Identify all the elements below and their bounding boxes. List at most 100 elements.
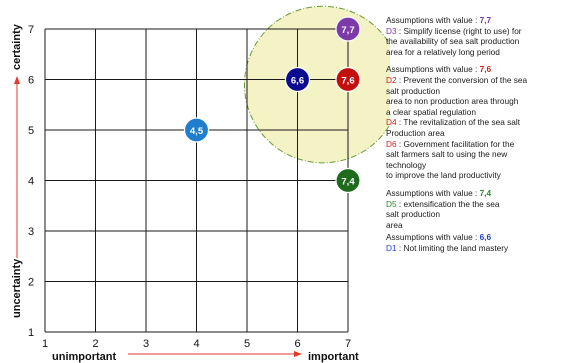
y-axis-label-top: certainty <box>11 23 23 70</box>
legend-heading-value: 6,6 <box>479 232 492 243</box>
legend-heading: Assumptions with value : 7,7 <box>386 15 561 26</box>
legend-block-7-6: Assumptions with value : 7,6 D2 : Preven… <box>386 64 561 181</box>
data-point: 7,4 <box>335 167 361 194</box>
legend-heading-text: Assumptions with value : <box>386 15 480 25</box>
legend-item-line: a clear spatial regulation <box>386 107 561 118</box>
highlight-circle <box>243 5 390 164</box>
highlight-region <box>243 5 390 164</box>
legend-heading-value: 7,4 <box>479 187 492 198</box>
legend-heading: Assumptions with value : 7,4 <box>386 188 561 199</box>
y-tick-label: 3 <box>28 226 34 238</box>
legend-heading-text: Assumptions with value : <box>386 64 480 75</box>
x-tick-label: 2 <box>92 338 98 350</box>
legend-block-7-4: Assumptions with value : 7,4 D5 : extens… <box>386 188 561 230</box>
x-tick-label: 7 <box>345 338 351 350</box>
data-point-label: 4,5 <box>190 126 204 137</box>
assumption-text: area to non production area through <box>386 96 519 107</box>
assumption-text: the availability of sea salt production <box>386 36 520 47</box>
y-tick-label: 1 <box>28 327 34 339</box>
data-point-label: 7,7 <box>341 25 354 36</box>
legend-item-line: D4 : The revitalization of the sea salt <box>386 117 561 128</box>
x-tick-label: 3 <box>143 338 149 350</box>
data-point-label: 6,6 <box>291 76 304 87</box>
y-axis-arrowhead <box>14 76 20 84</box>
legend-heading: Assumptions with value : 6,6 <box>386 232 561 243</box>
assumption-text: : The revitalization of the sea salt <box>396 117 521 128</box>
legend-block-6-6: Assumptions with value : 6,6 D1 : Not li… <box>386 232 561 253</box>
legend-item-line: area <box>386 220 561 231</box>
legend-items: D3 : Simplify license (right to use) for… <box>386 26 561 58</box>
y-axis-label-bottom: uncertainty <box>11 258 23 318</box>
x-axis-label-right: important <box>308 351 359 363</box>
x-axis-label-left: unimportant <box>52 351 116 363</box>
tick-labels: 1 2 3 4 5 6 7 1 2 3 4 5 6 7 <box>28 24 351 350</box>
assumption-code: D1 <box>386 242 397 253</box>
data-point: 7,6 <box>335 66 361 93</box>
legend-heading-text: Assumptions with value : <box>386 187 480 198</box>
y-tick-label: 7 <box>28 24 34 36</box>
data-point-marker <box>335 66 361 93</box>
data-point-marker <box>183 117 210 143</box>
legend-items: D5 : extensification the the sea salt pr… <box>386 199 561 231</box>
legend-item-line: D3 : Simplify license (right to use) for <box>386 26 561 37</box>
legend-item-line: to improve the land productivity <box>386 170 561 181</box>
assumption-text: salt production <box>386 85 440 96</box>
legend-heading-value: 7,7 <box>479 15 492 25</box>
data-point-marker <box>335 167 361 194</box>
x-tick-label: 1 <box>42 338 48 350</box>
legend-item-line: technology <box>386 160 561 171</box>
legend-item-line: Production area <box>386 128 561 139</box>
data-point: 4,5 <box>183 117 210 143</box>
legend-item-line: salt farmers salt to using the new <box>386 149 561 160</box>
assumption-text: area for a relatively long period <box>386 46 500 57</box>
assumption-text: area <box>386 219 403 230</box>
assumption-text: a clear spatial regulation <box>386 106 476 117</box>
data-points: 7,7 6,6 7,6 4,5 7,4 <box>183 16 361 194</box>
data-point-marker <box>284 66 311 93</box>
data-point-marker <box>335 16 361 42</box>
assumptions-legend: Assumptions with value : 7,7 D3 : Simpli… <box>386 15 561 260</box>
assumption-text: : Simplify license (right to use) for <box>396 25 522 36</box>
x-tick-label: 5 <box>244 338 250 350</box>
assumption-text: salt production <box>386 209 440 220</box>
legend-item-line: area to non production area through <box>386 96 561 107</box>
assumption-text: Production area <box>386 127 445 138</box>
legend-item-line: D1 : Not limiting the land mastery <box>386 243 561 254</box>
legend-item-line: area for a relatively long period <box>386 47 561 58</box>
assumption-text: : Government facilitation for the <box>396 138 515 149</box>
legend-heading-value: 7,6 <box>479 64 492 75</box>
assumption-code: D4 <box>386 117 397 128</box>
assumption-text: : Not limiting the land mastery <box>396 242 509 253</box>
y-tick-label: 6 <box>28 75 34 87</box>
assumption-code: D2 <box>386 74 397 85</box>
x-axis-arrowhead <box>294 351 302 357</box>
legend-item-line: the availability of sea salt production <box>386 36 561 47</box>
legend-items: D2 : Prevent the conversion of the sea sa… <box>386 75 561 181</box>
data-point-label: 7,4 <box>341 177 355 188</box>
data-point: 6,6 <box>284 66 311 93</box>
legend-items: D1 : Not limiting the land mastery <box>386 243 561 254</box>
y-tick-label: 2 <box>28 277 34 289</box>
assumption-text: salt farmers salt to using the new <box>386 149 508 160</box>
x-tick-label: 4 <box>193 338 199 350</box>
assumption-text: technology <box>386 159 427 170</box>
legend-heading: Assumptions with value : 7,6 <box>386 64 561 75</box>
legend-item-line: D2 : Prevent the conversion of the sea <box>386 75 561 86</box>
legend-heading-text: Assumptions with value : <box>386 232 480 243</box>
assumption-code: D3 <box>386 25 397 36</box>
legend-item-line: salt production <box>386 209 561 220</box>
assumption-text: : extensification the the sea <box>396 198 500 209</box>
assumption-code: D5 <box>386 198 397 209</box>
assumption-code: D6 <box>386 138 397 149</box>
x-tick-label: 6 <box>294 338 300 350</box>
legend-item-line: salt production <box>386 86 561 97</box>
data-point-label: 7,6 <box>341 76 354 87</box>
legend-item-line: D6 : Government facilitation for the <box>386 139 561 150</box>
legend-block-7-7: Assumptions with value : 7,7 D3 : Simpli… <box>386 15 561 57</box>
data-point: 7,7 <box>335 16 361 42</box>
assumption-text: : Prevent the conversion of the sea <box>396 74 528 85</box>
prioritization-scatter-chart: 1 2 3 4 5 6 7 1 2 3 4 5 6 7 7,7 6,6 7,6 4,5 7,4 certainty… <box>11 5 390 363</box>
y-tick-label: 5 <box>28 125 34 137</box>
legend-item-line: D5 : extensification the the sea <box>386 199 561 210</box>
assumption-text: to improve the land productivity <box>386 170 501 181</box>
